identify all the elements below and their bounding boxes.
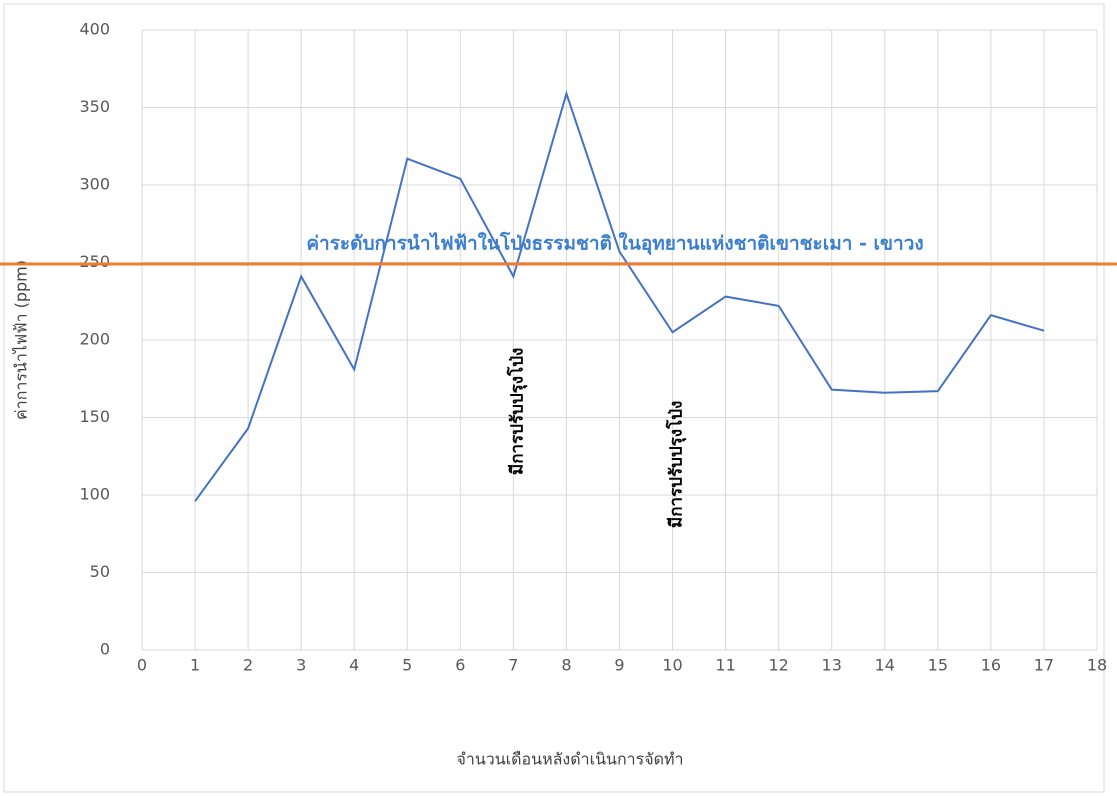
x-tick-label: 7 bbox=[508, 656, 518, 675]
x-tick-label: 13 bbox=[822, 656, 842, 675]
chart-frame bbox=[3, 3, 1105, 793]
x-tick-label: 1 bbox=[190, 656, 200, 675]
x-tick-label: 17 bbox=[1034, 656, 1054, 675]
x-tick-label: 11 bbox=[715, 656, 735, 675]
x-tick-label: 14 bbox=[875, 656, 895, 675]
y-tick-label: 0 bbox=[100, 640, 110, 659]
x-tick-label: 8 bbox=[561, 656, 571, 675]
x-tick-label: 6 bbox=[455, 656, 465, 675]
x-tick-label: 15 bbox=[928, 656, 948, 675]
y-tick-label: 100 bbox=[79, 485, 110, 504]
y-axis-title: ค่าการนำไฟฟ้า (ppm) bbox=[12, 260, 31, 420]
y-tick-label: 50 bbox=[90, 562, 110, 581]
annotation: มีการปรับปรุงโป่ง bbox=[666, 401, 687, 528]
y-tick-label: 400 bbox=[79, 20, 110, 39]
x-tick-label: 4 bbox=[349, 656, 359, 675]
x-tick-label: 16 bbox=[981, 656, 1001, 675]
x-tick-label: 0 bbox=[137, 656, 147, 675]
x-tick-label: 5 bbox=[402, 656, 412, 675]
data-line bbox=[194, 90, 1045, 502]
x-tick-label: 12 bbox=[768, 656, 788, 675]
reference-label: ค่าระดับการนำไฟฟ้าในโป่งธรรมชาติ ในอุทยา… bbox=[306, 232, 923, 256]
x-tick-label: 9 bbox=[614, 656, 624, 675]
y-tick-label: 150 bbox=[79, 407, 110, 426]
x-tick-label: 2 bbox=[243, 656, 253, 675]
x-tick-label: 3 bbox=[296, 656, 306, 675]
x-axis-title: จำนวนเดือนหลังดำเนินการจัดทำ bbox=[456, 750, 683, 769]
x-tick-label: 10 bbox=[662, 656, 682, 675]
y-tick-label: 200 bbox=[79, 330, 110, 349]
x-tick-label: 18 bbox=[1087, 656, 1107, 675]
annotation: มีการปรับปรุงโป่ง bbox=[506, 348, 527, 475]
y-tick-label: 300 bbox=[79, 175, 110, 194]
y-tick-label: 350 bbox=[79, 97, 110, 116]
